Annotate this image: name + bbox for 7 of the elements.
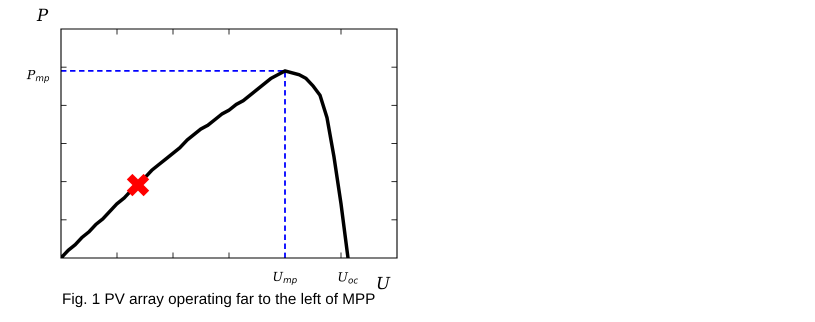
x-tick-label: U$_{mp}$ [274,272,297,285]
text: mp [36,76,50,83]
x-axis-title: U [378,276,390,290]
caption: Fig. 1 PV array operating far to the left of MPP [63,292,375,308]
x-tick-label: U$_{oc}$ [338,272,358,284]
text: P [36,8,48,21]
y-axis-title: P [26,70,36,80]
